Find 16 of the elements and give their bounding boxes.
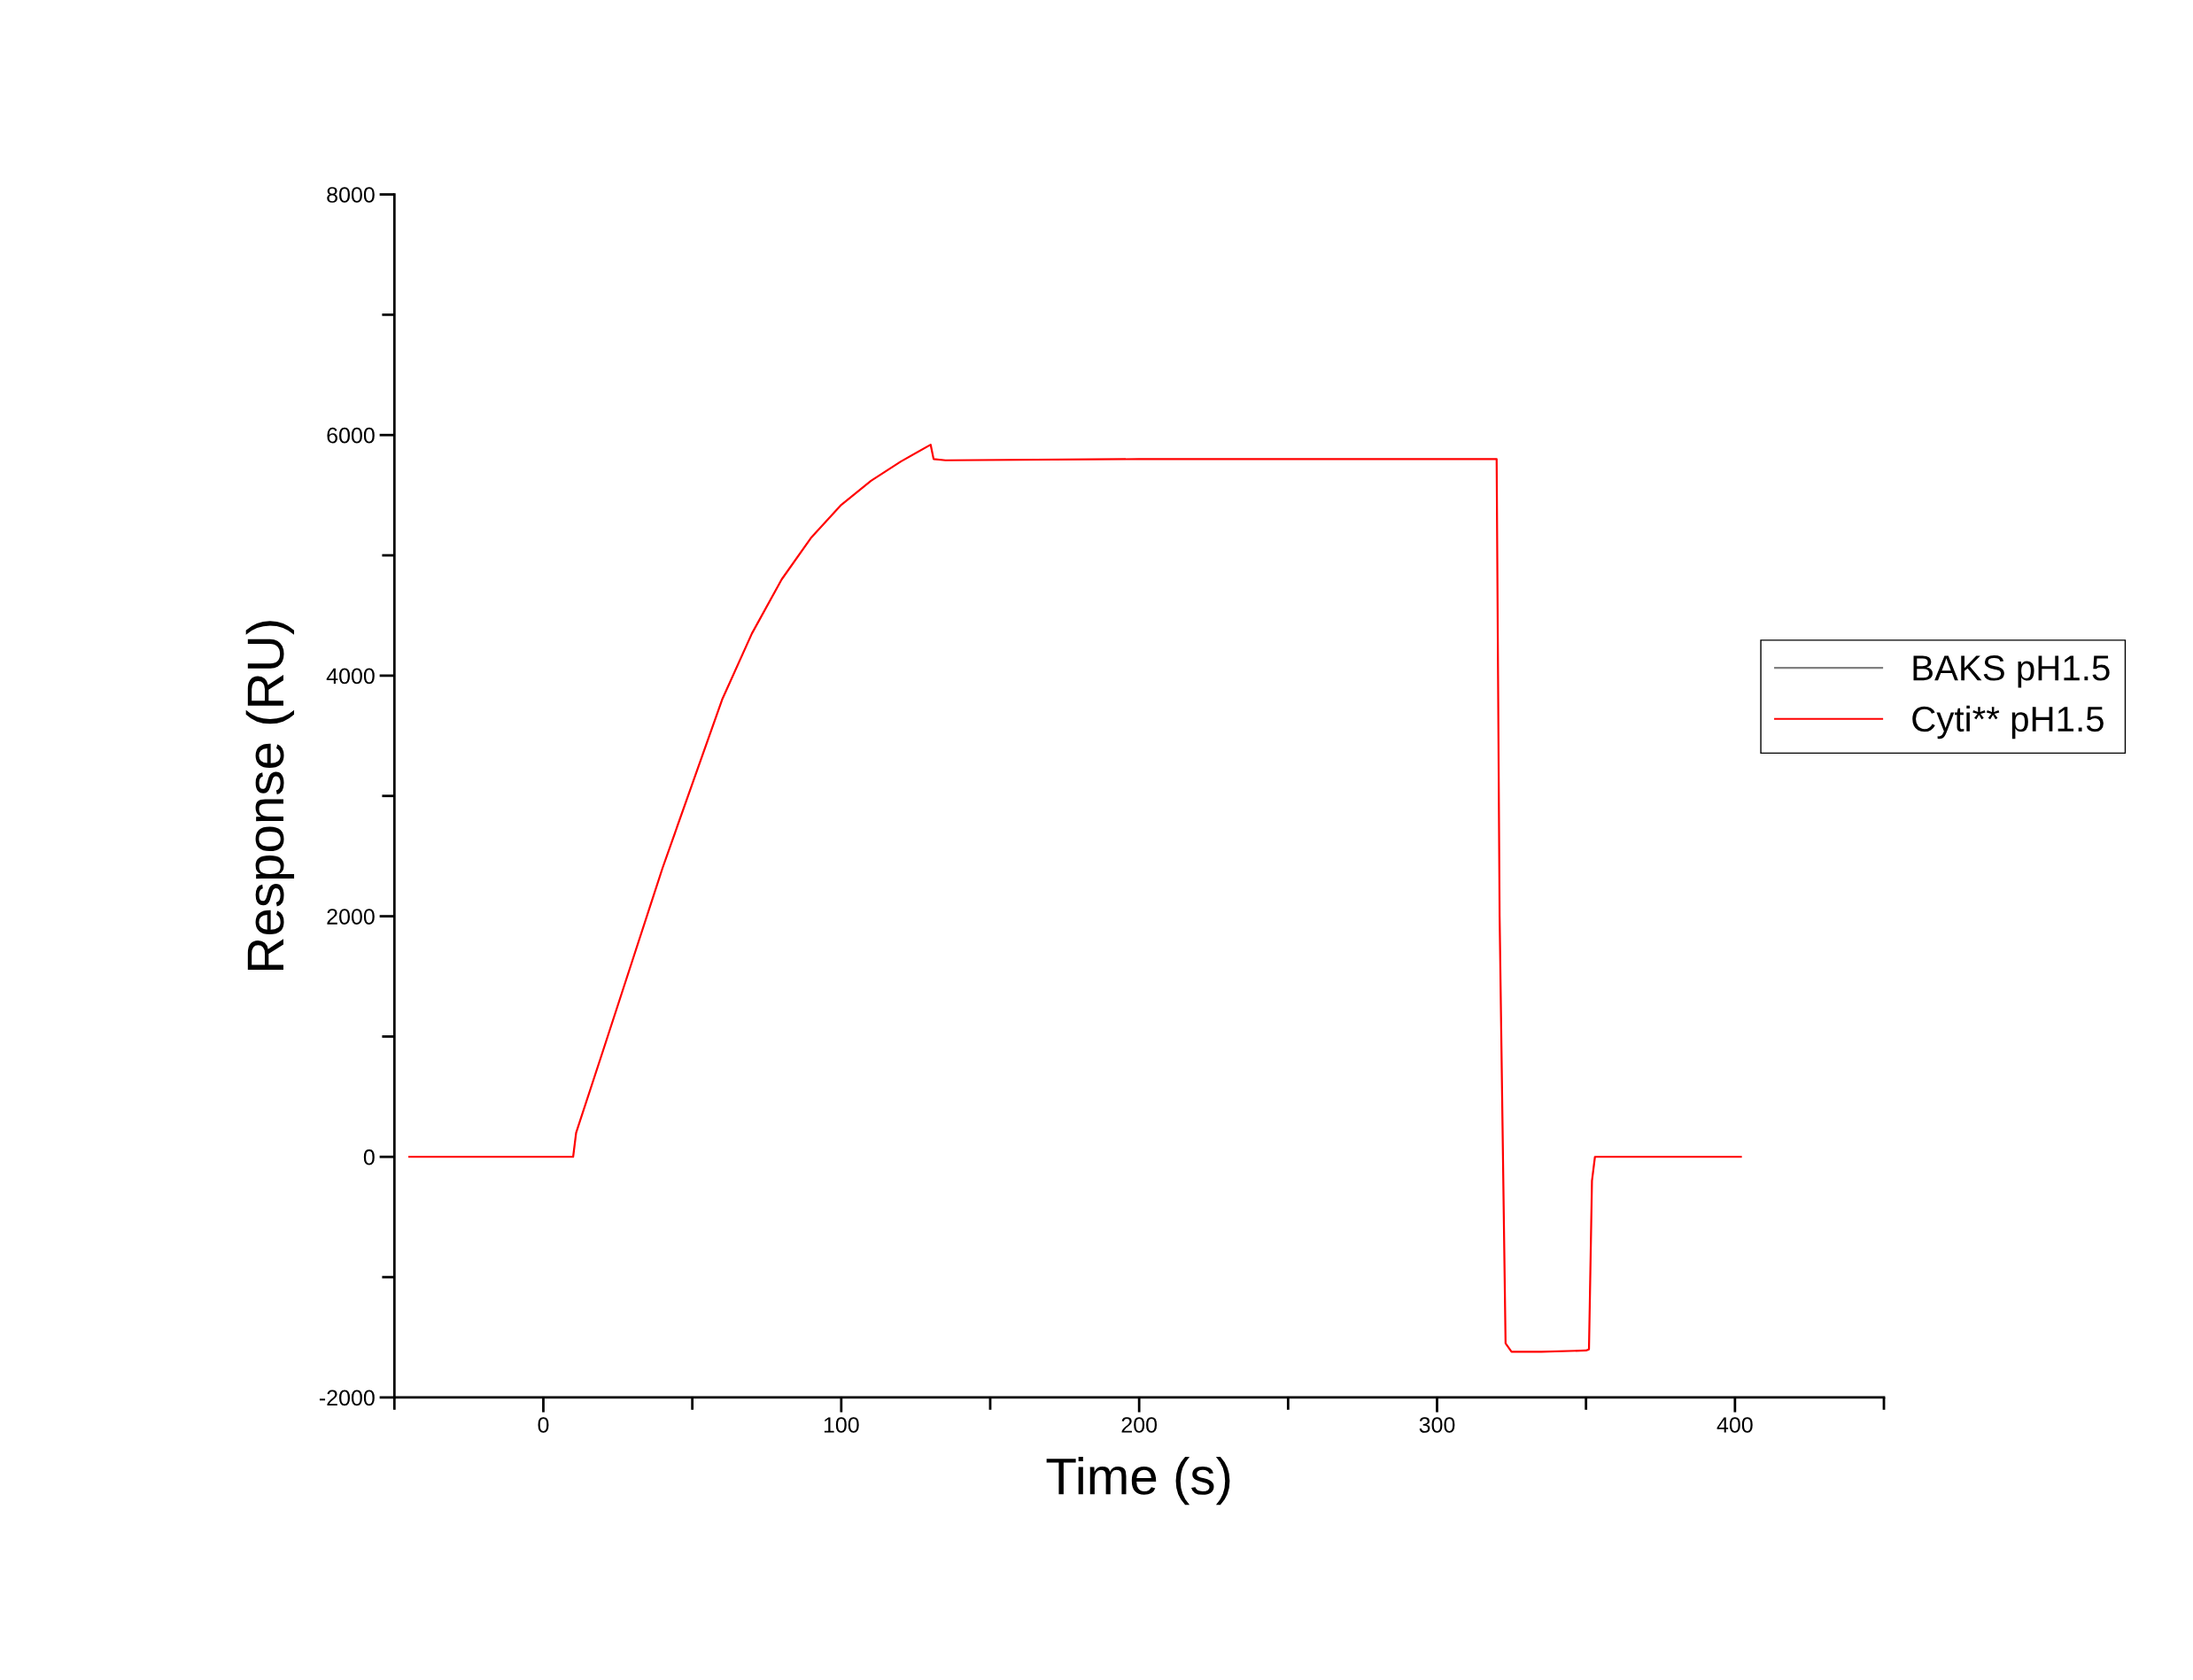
y-tick-label: 6000 [327,427,375,444]
y-tick-label: 2000 [327,909,375,925]
y-tick-label: 0 [363,1149,375,1165]
y-axis-title: Response (RU) [245,621,295,970]
x-tick-label: 400 [1716,1417,1753,1433]
y-tick-label: 4000 [326,668,375,685]
x-tick-label: 0 [538,1417,549,1433]
y-tick-label: -2000 [319,1390,375,1406]
legend-label: Cyti** pH1.5 [1912,705,2104,739]
line-series [408,443,1742,1353]
x-tick-label: 300 [1419,1417,1455,1433]
x-axis-title: Time (s) [1046,1456,1230,1506]
x-tick-label: 200 [1121,1417,1158,1433]
x-tick-label: 100 [824,1417,859,1433]
legend-label: BAKS pH1.5 [1913,655,2110,688]
y-tick-label: 8000 [327,187,375,203]
